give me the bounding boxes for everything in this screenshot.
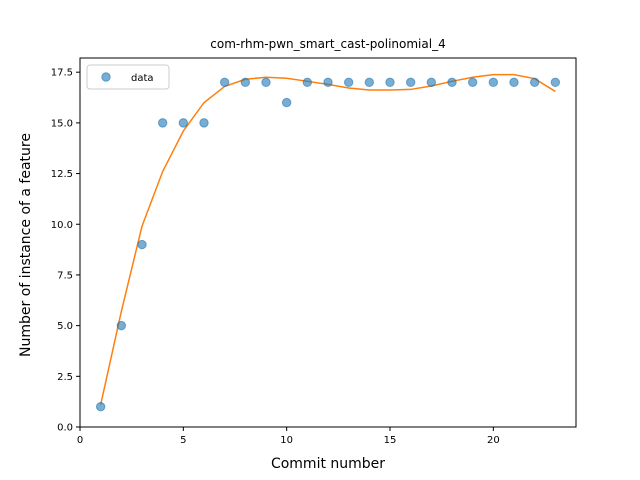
data-point <box>116 320 127 331</box>
x-tick-label: 5 <box>180 435 186 446</box>
data-point <box>405 77 416 88</box>
data-point <box>199 118 209 128</box>
y-axis-title: Number of instance of a feature <box>18 133 34 357</box>
data-point <box>364 77 375 88</box>
y-tick-label: 12.5 <box>51 169 73 180</box>
y-tick-label: 17.5 <box>51 68 73 79</box>
data-point <box>95 402 106 412</box>
plot-area: 0 5 10 15 20 0.0 2.5 5.0 7.5 10.0 12.5 15.0 17.5 <box>51 57 577 446</box>
legend-label: data <box>131 73 154 84</box>
x-axis-title: Commit number <box>271 456 385 472</box>
y-tick-label: 0.0 <box>57 423 73 434</box>
data-point <box>240 77 251 88</box>
data-point <box>343 77 354 88</box>
data-point <box>488 77 499 88</box>
y-tick-label: 15.0 <box>51 118 73 129</box>
legend: data <box>86 64 170 90</box>
x-tick-label: 15 <box>384 435 397 446</box>
data-point <box>323 77 333 88</box>
data-point <box>157 118 168 128</box>
data-point <box>426 77 437 88</box>
legend-box <box>86 64 170 90</box>
data-point <box>261 77 271 88</box>
chart-title: com-rhm-pwn_smart_cast-polinomial_4 <box>210 37 445 51</box>
data-point <box>550 77 561 88</box>
y-tick-label: 5.0 <box>57 321 73 332</box>
x-tick-label: 0 <box>77 435 83 446</box>
x-tick-label: 20 <box>487 435 500 446</box>
data-point <box>219 77 230 88</box>
axes-frame <box>79 57 577 428</box>
y-tick-label: 2.5 <box>57 372 73 383</box>
data-point <box>385 77 395 88</box>
y-tick-label: 7.5 <box>57 270 73 281</box>
data-point <box>467 77 478 88</box>
data-point <box>178 118 189 128</box>
y-tick-label: 10.0 <box>51 220 73 231</box>
data-point <box>281 97 292 108</box>
data-point <box>529 77 540 88</box>
legend-marker <box>101 72 111 82</box>
data-point <box>302 77 313 88</box>
data-point <box>137 239 147 250</box>
data-point <box>447 77 457 88</box>
data-point <box>509 77 519 88</box>
x-tick-label: 10 <box>280 435 293 446</box>
